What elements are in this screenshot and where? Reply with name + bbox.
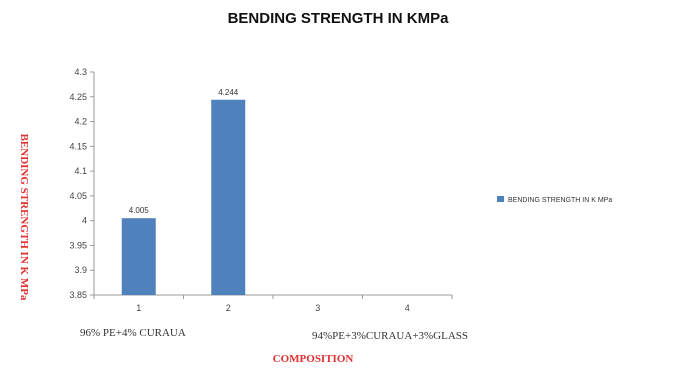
x-tick-label: 1 (136, 303, 141, 313)
y-tick-label: 4.2 (74, 117, 87, 127)
y-tick-label: 4.1 (74, 166, 87, 176)
bar (211, 99, 246, 295)
y-tick-label: 4.05 (69, 191, 87, 201)
chart-title: BENDING STRENGTH IN KMPa (228, 10, 450, 27)
legend-label: BENDING STRENGTH IN K MPa (508, 197, 612, 204)
y-tick-label: 3.95 (69, 240, 87, 250)
bar (121, 218, 156, 295)
legend: BENDING STRENGTH IN K MPa (497, 196, 612, 204)
y-tick-label: 3.85 (69, 290, 87, 300)
y-tick-label: 3.9 (74, 265, 87, 275)
y-axis-label: BENDING STRENGTH IN K MPa (18, 134, 30, 301)
legend-swatch (497, 196, 504, 202)
x-tick-label: 3 (315, 303, 320, 313)
y-tick-label: 4.25 (69, 92, 87, 102)
data-label: 4.005 (129, 206, 150, 215)
x-axis-label: COMPOSITION (273, 353, 354, 365)
y-ticks: 3.85 3.9 3.95 4 4.05 4.1 4.15 4.2 4.25 4.3 (69, 67, 94, 300)
bars (121, 99, 246, 295)
x-ticks: 1 2 3 4 (93, 295, 453, 313)
x-tick-label: 4 (405, 303, 410, 313)
x-tick-label: 2 (226, 303, 231, 313)
y-tick-label: 4 (82, 216, 87, 226)
data-labels: 4.005 4.244 (129, 88, 239, 215)
composition-note-2: 94%PE+3%CURAUA+3%GLASS (312, 330, 468, 342)
y-tick-label: 4.3 (74, 67, 87, 77)
data-label: 4.244 (218, 88, 239, 97)
y-tick-label: 4.15 (69, 141, 87, 151)
composition-note-1: 96% PE+4% CURAUA (80, 327, 186, 339)
